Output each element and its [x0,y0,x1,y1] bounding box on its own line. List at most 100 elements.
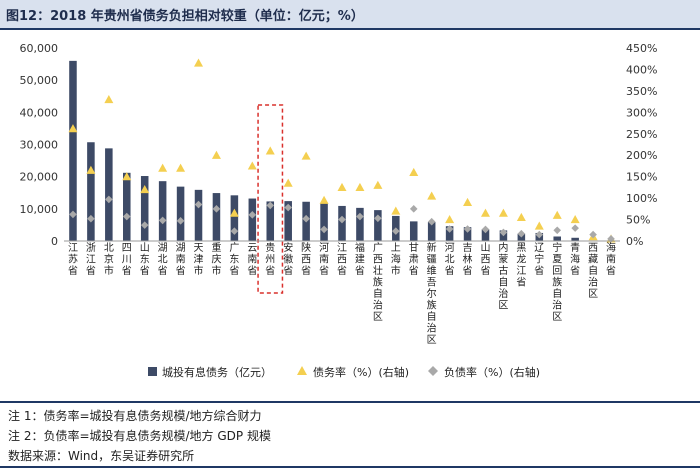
notes-section: 注 1：债务率=城投有息债务规模/地方综合财力 注 2：负债率=城投有息债务规模… [0,401,700,463]
bar-湖北省 [158,181,167,241]
category-label: 黑龙江省 [516,242,526,289]
liability-ratio-marker-贵州省 [266,201,275,210]
debt-ratio-marker-重庆市 [211,150,221,159]
bar-湖南省 [176,186,185,241]
category-label: 江苏省 [68,242,78,277]
debt-ratio-marker-广东省 [229,208,239,217]
bar-吉林省 [463,227,472,241]
figure-title: 图12：2018 年贵州省债务负担相对较重（单位：亿元；%） [6,9,364,24]
bar-广东省 [230,195,239,241]
liability-ratio-marker-安徽省 [284,203,292,212]
debt-ratio-marker-宁夏回族自治区 [552,210,562,219]
category-label: 河南省 [319,242,329,277]
category-label: 宁夏回族自治区 [552,241,562,323]
bar-山东省 [140,176,149,241]
debt-ratio-marker-四川省 [122,172,132,181]
bar-贵州省 [266,201,275,241]
liability-ratio-marker-陕西省 [302,214,310,223]
bar-江西省 [338,205,346,241]
legend-bar-label: 城投有息债务（亿元） [162,365,272,379]
legend-liability-ratio-label: 负债率（%）(右轴) [444,365,540,379]
bar-河北省 [445,226,454,241]
category-label: 福建省 [355,241,365,277]
debt-ratio-marker-山东省 [140,185,150,194]
category-label: 陕西省 [301,241,311,277]
bar-甘肃省 [409,221,418,241]
right-axis-tick-label: 200% [626,149,657,162]
bar-天津市 [194,189,203,241]
debt-ratio-marker-山西省 [480,208,490,217]
bar-重庆市 [212,193,221,241]
liability-ratio-marker-黑龙江省 [517,229,526,238]
category-label: 北京市 [104,242,114,277]
bar-山西省 [481,229,490,241]
left-axis-tick-label: 60,000 [20,42,59,55]
debt-ratio-marker-云南省 [247,161,257,170]
left-axis-tick-label: 30,000 [20,139,59,152]
liability-ratio-marker-河南省 [320,225,328,234]
category-label: 吉林省 [463,242,473,277]
liability-ratio-marker-天津市 [194,200,203,209]
liability-ratio-marker-江苏省 [69,210,77,219]
liability-ratio-marker-河北省 [445,225,454,233]
liability-ratio-marker-福建省 [356,212,364,221]
liability-ratio-marker-湖南省 [176,217,185,225]
bar-河南省 [320,203,328,241]
right-axis-tick-label: 450% [626,42,657,55]
debt-ratio-marker-黑龙江省 [516,212,526,222]
debt-ratio-marker-河北省 [445,215,455,224]
debt-ratio-marker-浙江省 [86,165,96,174]
category-label: 浙江省 [86,242,96,277]
debt-ratio-marker-河南省 [319,195,329,204]
note-1: 注 1：债务率=城投有息债务规模/地方综合财力 [8,409,262,423]
bar-浙江省 [87,142,95,241]
chart: 0 10,000 20,000 30,000 40,000 50,000 60,000 0%… [20,42,658,379]
debt-ratio-marker-湖南省 [176,163,186,172]
debt-ratio-marker-广西壮族自治区 [373,180,383,189]
legend-debt-ratio-swatch [297,366,307,375]
debt-ratio-marker-辽宁省 [534,221,544,230]
liability-ratio-marker-山西省 [481,225,490,234]
note-2: 注 2：负债率=城投有息债务规模/地方 GDP 规模 [8,429,271,443]
right-axis-tick-label: 350% [626,85,657,98]
right-axis-tick-label: 400% [626,63,657,76]
category-label: 河北省 [445,242,455,277]
bar-北京市 [105,148,113,241]
bar-江苏省 [69,60,77,241]
liability-ratio-marker-宁夏回族自治区 [553,226,562,235]
liability-ratio-marker-新疆维吾尔族自治区 [427,217,436,226]
category-label: 湖北省 [158,242,168,277]
debt-ratio-marker-陕西省 [301,151,311,160]
legend-bar-swatch [148,367,157,376]
liability-ratio-marker-广东省 [230,227,239,235]
left-axis-tick-label: 20,000 [20,171,59,184]
debt-ratio-marker-安徽省 [283,178,293,187]
liability-ratio-marker-湖北省 [158,216,167,225]
bar-广西壮族自治区 [374,210,382,241]
debt-ratio-marker-吉林省 [463,197,473,206]
title-bar: 图12：2018 年贵州省债务负担相对较重（单位：亿元；%） [0,0,700,30]
bar-云南省 [248,198,257,241]
debt-ratio-marker-江苏省 [68,124,78,133]
liability-ratio-marker-北京市 [105,195,113,204]
liability-ratio-marker-内蒙古自治区 [499,228,508,237]
debt-ratio-marker-上海市 [391,206,401,215]
debt-ratio-marker-湖北省 [158,163,168,172]
category-label: 上海市 [391,242,401,277]
right-axis-tick-label: 100% [626,192,657,205]
category-label: 新疆维吾尔族自治区 [427,241,437,346]
bar-新疆维吾尔族自治区 [427,222,436,241]
right-axis-tick-label: 0% [626,235,643,248]
data-source: 数据来源：Wind，东吴证券研究所 [8,449,195,463]
category-label: 四川省 [122,243,132,277]
category-label: 内蒙古自治区 [498,241,508,312]
bar-青海省 [571,237,579,241]
debt-ratio-marker-青海省 [570,215,580,224]
highlight-box-guizhou [257,104,284,294]
liability-ratio-marker-吉林省 [463,225,472,233]
liability-ratio-marker-浙江省 [87,214,95,223]
bar-福建省 [356,207,364,241]
right-axis-tick-label: 300% [626,106,657,119]
bar-宁夏回族自治区 [553,236,561,241]
debt-ratio-marker-江西省 [337,182,347,191]
